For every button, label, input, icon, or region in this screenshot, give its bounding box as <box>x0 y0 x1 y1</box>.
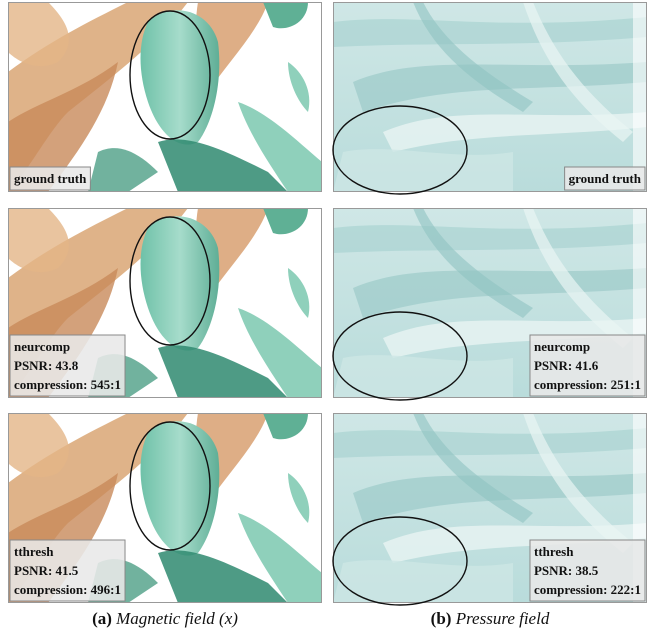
label-box: ground truth <box>565 167 645 190</box>
caption-title: Magnetic field (x) <box>115 609 238 628</box>
label-line: PSNR: 43.8 <box>14 358 79 373</box>
label-line: compression: 545:1 <box>14 377 121 392</box>
label-box: tthresh PSNR: 38.5 compression: 222:1 <box>530 540 645 601</box>
label-line: ground truth <box>14 171 87 186</box>
label-line: PSNR: 41.6 <box>534 358 599 373</box>
rendering <box>8 2 322 192</box>
panel: ground truth <box>8 2 322 192</box>
caption: (b) Pressure field <box>431 609 550 628</box>
label-line: compression: 251:1 <box>534 377 641 392</box>
panel: neurcomp PSNR: 41.6 compression: 251:1 <box>333 208 647 400</box>
label-line: neurcomp <box>534 339 590 354</box>
caption-label: (b) <box>431 609 452 628</box>
panel: tthresh PSNR: 41.5 compression: 496:1 <box>8 413 322 603</box>
panel: neurcomp PSNR: 43.8 compression: 545:1 <box>8 208 322 398</box>
figure: ground truth neurcomp PSNR: 43.8 compressio… <box>0 0 655 632</box>
panel: ground truth <box>333 2 647 194</box>
caption-title: Pressure field <box>455 609 550 628</box>
label-line: ground truth <box>569 171 642 186</box>
caption: (a) Magnetic field (x) <box>92 609 238 628</box>
label-line: compression: 496:1 <box>14 582 121 597</box>
label-line: tthresh <box>14 544 54 559</box>
label-box: neurcomp PSNR: 41.6 compression: 251:1 <box>530 335 645 396</box>
caption-label: (a) <box>92 609 112 628</box>
rendering <box>333 2 647 192</box>
label-line: compression: 222:1 <box>534 582 641 597</box>
label-line: PSNR: 38.5 <box>534 563 599 578</box>
label-line: neurcomp <box>14 339 70 354</box>
label-box: tthresh PSNR: 41.5 compression: 496:1 <box>10 540 125 601</box>
label-line: tthresh <box>534 544 574 559</box>
panel: tthresh PSNR: 38.5 compression: 222:1 <box>333 413 647 605</box>
label-box: neurcomp PSNR: 43.8 compression: 545:1 <box>10 335 125 396</box>
label-line: PSNR: 41.5 <box>14 563 79 578</box>
label-box: ground truth <box>10 167 90 190</box>
